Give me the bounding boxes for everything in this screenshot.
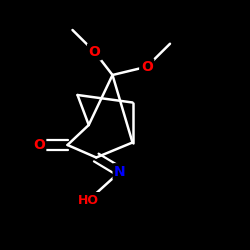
Text: O: O (88, 45, 101, 59)
Text: O: O (33, 138, 45, 152)
Text: N: N (114, 165, 126, 179)
Text: O: O (141, 60, 153, 74)
Text: HO: HO (78, 194, 99, 206)
